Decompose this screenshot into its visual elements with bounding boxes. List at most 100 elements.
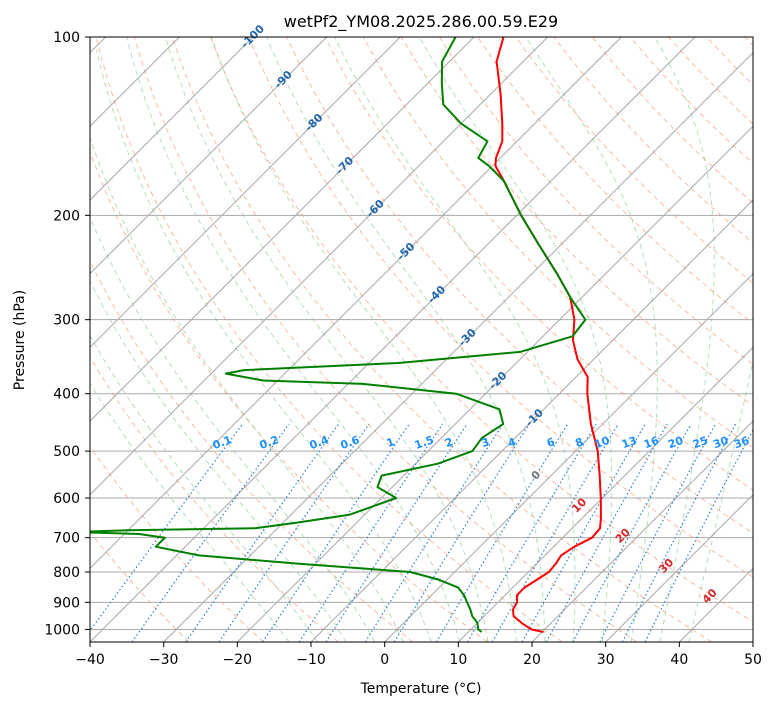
dry-adiabat [171, 37, 712, 642]
mixing-ratio-line [644, 428, 753, 642]
moist-adiabat [688, 358, 753, 642]
mixing-ratio-label: 10 [593, 434, 612, 452]
mixing-ratio-label: 3 [479, 435, 491, 450]
mixing-ratio-label: 6 [545, 435, 557, 450]
dry-adiabat [90, 445, 264, 642]
mixing-ratio-line [545, 423, 668, 642]
mixing-ratio-line [466, 423, 597, 642]
moist-adiabat [95, 49, 432, 642]
dry-adiabat [210, 37, 753, 623]
mixing-ratio-label: 0.1 [211, 433, 234, 452]
x-tick-label: −40 [75, 652, 105, 668]
x-tick-label: 0 [380, 652, 389, 668]
dry-adiabat [248, 37, 753, 578]
mixing-ratio-label: 0.2 [258, 433, 281, 452]
moist-adiabat [654, 37, 715, 642]
x-tick-label: −10 [296, 652, 326, 668]
mixing-ratio-label: 20 [666, 434, 685, 452]
isotherm-line [90, 37, 549, 496]
mixing-ratio-label: 4 [506, 435, 518, 450]
y-tick-label: 800 [53, 565, 80, 581]
chart-title: wetPf2_YM08.2025.286.00.59.E29 [284, 12, 558, 32]
y-tick-label: 300 [53, 313, 80, 329]
dry-adiabat [90, 150, 488, 642]
dry-adiabat [438, 37, 753, 366]
x-axis: −40 −30 −20 −10 0 10 20 30 40 50 [75, 642, 762, 668]
moist-adiabat [418, 37, 613, 642]
dry-adiabat [95, 37, 563, 642]
mixing-ratio-line [364, 423, 504, 642]
isotherm-line [163, 51, 753, 642]
x-tick-label: −20 [223, 652, 253, 668]
moist-adiabat [334, 37, 576, 642]
isotherm-line [90, 37, 696, 642]
moist-adiabat [164, 37, 489, 642]
x-tick-label: 50 [744, 652, 762, 668]
mixing-ratio-label: 0.4 [308, 433, 331, 452]
dry-adiabat [515, 37, 753, 284]
x-tick-label: −30 [149, 652, 179, 668]
dry-adiabat [400, 37, 753, 407]
isotherm-line [90, 37, 328, 275]
dewpoint-profile [90, 37, 587, 633]
isotherm-line [384, 272, 753, 642]
moist-adiabat [90, 334, 319, 642]
isotherm-line [236, 125, 753, 642]
plot-frame [89, 36, 754, 643]
y-tick-label: 500 [53, 444, 80, 460]
mixing-ratio-line [435, 423, 569, 642]
moist-adiabat [90, 135, 404, 642]
temperature-profile [494, 37, 602, 633]
mixing-ratio-label: 0.6 [339, 433, 362, 452]
moist-adiabat [210, 37, 517, 642]
mixing-ratio-line [599, 423, 717, 642]
x-tick-label: 40 [670, 652, 688, 668]
mixing-ratio-label: 1 [385, 435, 397, 450]
x-tick-label: 10 [449, 652, 467, 668]
y-axis-title: Pressure (hPa) [12, 290, 28, 390]
y-tick-label: 400 [53, 387, 80, 403]
isotherm-line [90, 37, 401, 349]
isotherm-line [90, 37, 622, 570]
isotherm-line [90, 37, 254, 201]
isotherm-line [531, 420, 753, 642]
y-tick-label: 700 [53, 531, 80, 547]
y-tick-label: 900 [53, 595, 80, 611]
mixing-ratio-label: 16 [642, 434, 661, 452]
isotherm-line [605, 493, 753, 642]
y-axis: 100 200 300 400 500 600 700 800 900 1000 [44, 30, 90, 638]
isotherm-line [457, 346, 753, 642]
mixing-ratio-label: 36 [732, 434, 751, 452]
moist-adiabat [90, 279, 347, 642]
isotherm-line [310, 199, 753, 642]
mixing-ratio-label: 8 [573, 435, 585, 450]
mixing-ratio-line [218, 423, 370, 642]
y-tick-label: 100 [53, 30, 80, 46]
x-tick-label: 20 [523, 652, 541, 668]
x-axis-title: Temperature (°C) [360, 681, 482, 697]
mixing-ratio-line [393, 423, 530, 642]
mixing-ratio-label: 13 [620, 434, 639, 451]
mixing-ratio-label: 25 [691, 434, 710, 451]
isotherm-line [90, 37, 475, 422]
mixing-ratio-line [131, 423, 290, 642]
y-tick-label: 200 [53, 208, 80, 224]
background-lines [90, 37, 753, 642]
mixing-ratio-line [621, 423, 737, 642]
mixing-ratio-line [185, 423, 340, 642]
x-tick-label: 30 [597, 652, 615, 668]
mixing-ratio-label: 30 [711, 434, 730, 452]
dry-adiabat [90, 356, 339, 642]
mixing-ratio-line [572, 423, 692, 642]
dry-adiabat [90, 531, 190, 642]
mixing-ratio-line [262, 423, 410, 642]
mixing-ratio-label: 2 [443, 435, 455, 450]
y-tick-label: 1000 [44, 622, 80, 638]
mixing-ratio-line [521, 423, 646, 642]
data-lines [90, 37, 602, 633]
moist-adiabat [90, 215, 376, 642]
mixing-ratio-label: 1.5 [413, 433, 436, 452]
moist-adiabat [525, 37, 658, 642]
